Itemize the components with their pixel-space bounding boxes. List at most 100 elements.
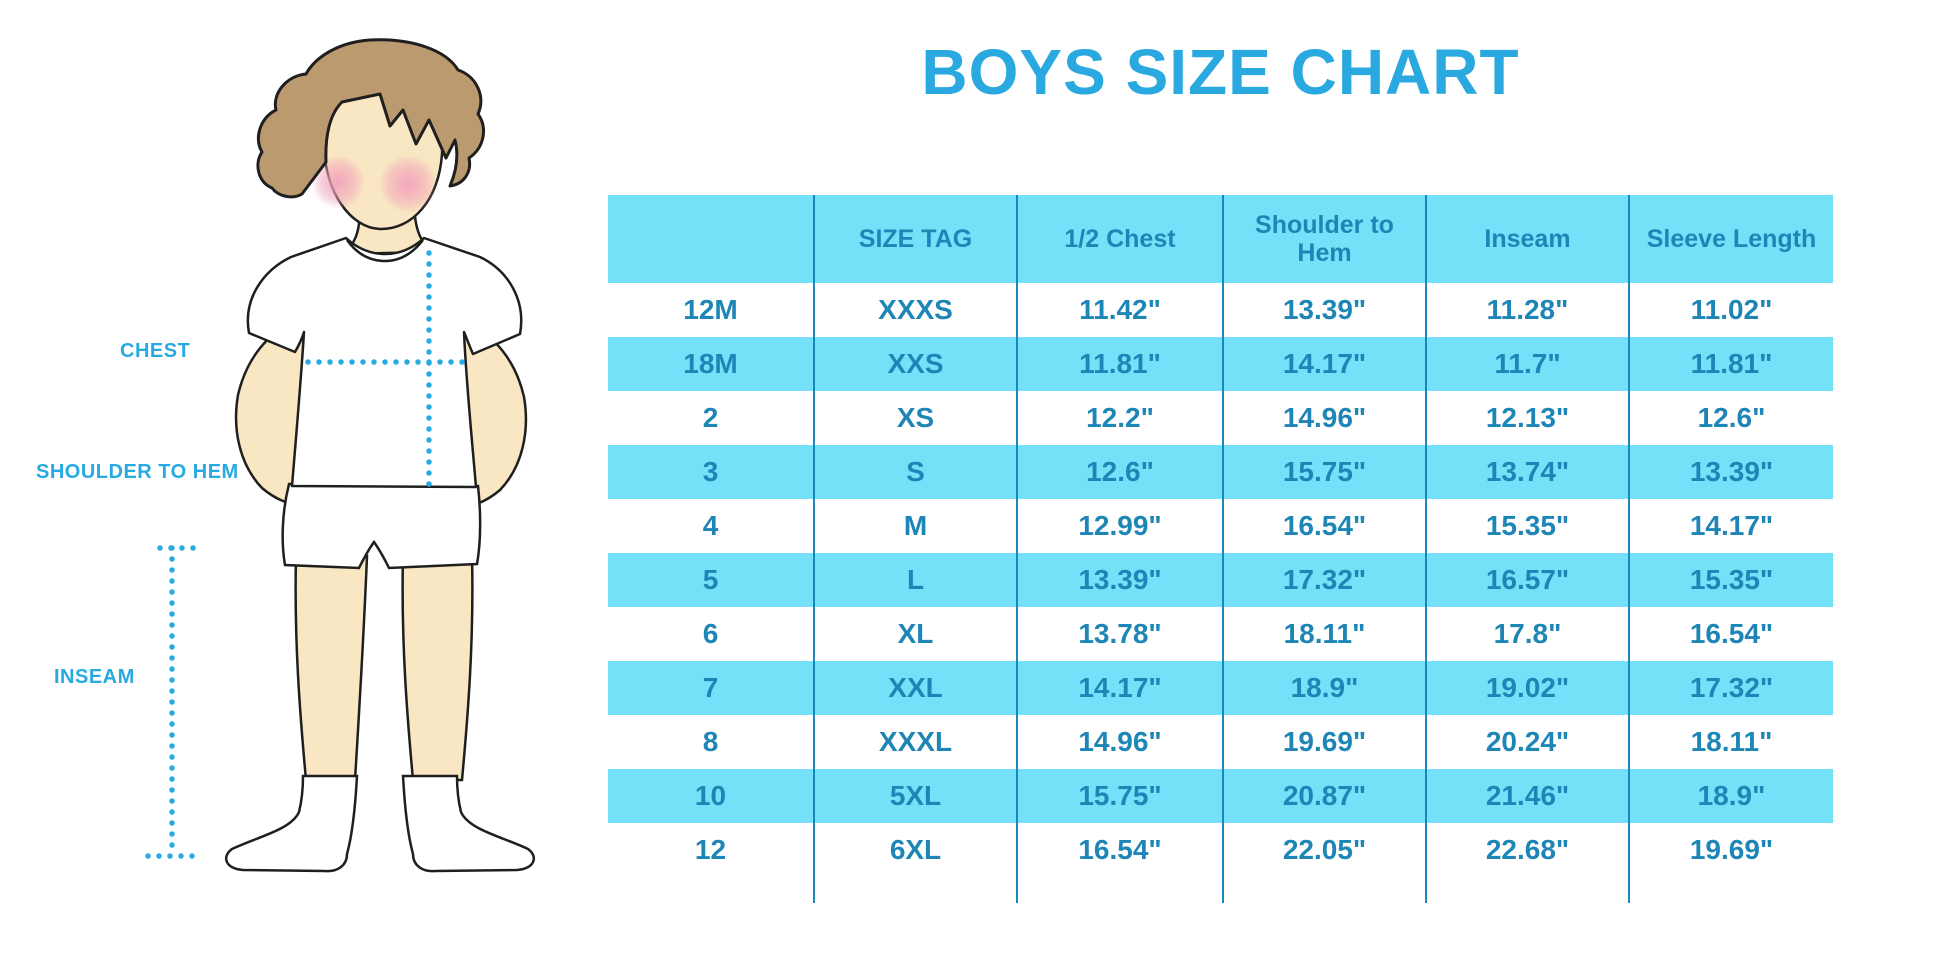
left-leg bbox=[294, 554, 369, 782]
cell-size-tag: L bbox=[813, 553, 1016, 607]
cell-half-chest: 12.6" bbox=[1016, 445, 1222, 499]
cell-sleeve-length: 18.11" bbox=[1628, 715, 1833, 769]
header-cell-size bbox=[608, 195, 813, 283]
cell-half-chest: 15.75" bbox=[1016, 769, 1222, 823]
header-cell-inseam: Inseam bbox=[1425, 195, 1628, 283]
cell-inseam: 16.57" bbox=[1425, 553, 1628, 607]
cell-inseam: 21.46" bbox=[1425, 769, 1628, 823]
cell-size: 8 bbox=[702, 726, 719, 757]
table-row-5: 5 L 13.39" 17.32" 16.57" 15.35" bbox=[608, 553, 1833, 607]
cell-size: 10 bbox=[694, 780, 727, 811]
shorts bbox=[281, 482, 482, 570]
cell-sleeve-length: 13.39" bbox=[1628, 445, 1833, 499]
table-row-12m: 12M XXXS 11.42" 13.39" 11.28" 11.02" bbox=[608, 283, 1833, 337]
column-separator-extension bbox=[608, 877, 1833, 903]
blush-right-cheek bbox=[379, 155, 437, 213]
table-row-10: 10 5XL 15.75" 20.87" 21.46" 18.9" bbox=[608, 769, 1833, 823]
table-header-row: SIZE TAG 1/2 Chest Shoulder to Hem Insea… bbox=[608, 195, 1833, 283]
cell-size: 12 bbox=[694, 834, 727, 865]
cell-sleeve-length: 14.17" bbox=[1628, 499, 1833, 553]
cell-size-tag: XXS bbox=[813, 337, 1016, 391]
cell-shoulder-to-hem: 17.32" bbox=[1222, 553, 1425, 607]
cell-size-tag: S bbox=[813, 445, 1016, 499]
header-cell-sleeve-length: Sleeve Length bbox=[1628, 195, 1833, 283]
cell-inseam: 11.7" bbox=[1425, 337, 1628, 391]
cell-size: 4 bbox=[702, 510, 719, 541]
cell-shoulder-to-hem: 14.17" bbox=[1222, 337, 1425, 391]
cell-size-tag: XXL bbox=[813, 661, 1016, 715]
header-cell-shoulder-to-hem: Shoulder to Hem bbox=[1222, 195, 1425, 283]
header-cell-half-chest: 1/2 Chest bbox=[1016, 195, 1222, 283]
cell-size: 7 bbox=[702, 672, 719, 703]
cell-sleeve-length: 19.69" bbox=[1628, 823, 1833, 877]
cell-half-chest: 12.99" bbox=[1016, 499, 1222, 553]
size-chart-table: SIZE TAG 1/2 Chest Shoulder to Hem Insea… bbox=[608, 195, 1833, 903]
table-row-3: 3 S 12.6" 15.75" 13.74" 13.39" bbox=[608, 445, 1833, 499]
chest-label: CHEST bbox=[120, 340, 191, 362]
cell-size-tag: 6XL bbox=[813, 823, 1016, 877]
cell-shoulder-to-hem: 16.54" bbox=[1222, 499, 1425, 553]
cell-size: 5 bbox=[702, 564, 719, 595]
cell-sleeve-length: 18.9" bbox=[1628, 769, 1833, 823]
cell-size-tag: XS bbox=[813, 391, 1016, 445]
cell-inseam: 12.13" bbox=[1425, 391, 1628, 445]
cell-size-tag: XL bbox=[813, 607, 1016, 661]
cell-shoulder-to-hem: 18.9" bbox=[1222, 661, 1425, 715]
cell-shoulder-to-hem: 14.96" bbox=[1222, 391, 1425, 445]
cell-half-chest: 11.42" bbox=[1016, 283, 1222, 337]
blush-left-cheek bbox=[311, 155, 365, 209]
cell-inseam: 15.35" bbox=[1425, 499, 1628, 553]
left-sock bbox=[224, 774, 359, 873]
cell-half-chest: 14.96" bbox=[1016, 715, 1222, 769]
cell-shoulder-to-hem: 15.75" bbox=[1222, 445, 1425, 499]
cell-size-tag: XXXL bbox=[813, 715, 1016, 769]
header-cell-size-tag: SIZE TAG bbox=[813, 195, 1016, 283]
collar-line bbox=[345, 239, 424, 263]
cell-sleeve-length: 17.32" bbox=[1628, 661, 1833, 715]
cell-inseam: 11.28" bbox=[1425, 283, 1628, 337]
cell-inseam: 17.8" bbox=[1425, 607, 1628, 661]
table-row-18m: 18M XXS 11.81" 14.17" 11.7" 11.81" bbox=[608, 337, 1833, 391]
right-sock bbox=[401, 774, 536, 873]
cell-shoulder-to-hem: 19.69" bbox=[1222, 715, 1425, 769]
cell-size: 6 bbox=[702, 618, 719, 649]
cell-shoulder-to-hem: 13.39" bbox=[1222, 283, 1425, 337]
inseam-label: INSEAM bbox=[54, 666, 135, 688]
cell-size: 3 bbox=[702, 456, 719, 487]
cell-size-tag: 5XL bbox=[813, 769, 1016, 823]
cell-half-chest: 13.78" bbox=[1016, 607, 1222, 661]
page-title: BOYS SIZE CHART bbox=[921, 36, 1520, 108]
hair bbox=[256, 38, 485, 199]
cell-size: 18M bbox=[683, 348, 738, 379]
boy-figure-illustration bbox=[145, 38, 536, 873]
table-row-8: 8 XXXL 14.96" 19.69" 20.24" 18.11" bbox=[608, 715, 1833, 769]
cell-sleeve-length: 15.35" bbox=[1628, 553, 1833, 607]
cell-sleeve-length: 12.6" bbox=[1628, 391, 1833, 445]
cell-size: 2 bbox=[702, 402, 719, 433]
cell-inseam: 22.68" bbox=[1425, 823, 1628, 877]
table-row-12: 12 6XL 16.54" 22.05" 22.68" 19.69" bbox=[608, 823, 1833, 877]
cell-half-chest: 14.17" bbox=[1016, 661, 1222, 715]
table-row-2: 2 XS 12.2" 14.96" 12.13" 12.6" bbox=[608, 391, 1833, 445]
table-row-6: 6 XL 13.78" 18.11" 17.8" 16.54" bbox=[608, 607, 1833, 661]
cell-half-chest: 13.39" bbox=[1016, 553, 1222, 607]
cell-half-chest: 12.2" bbox=[1016, 391, 1222, 445]
right-leg bbox=[401, 554, 474, 782]
cell-half-chest: 16.54" bbox=[1016, 823, 1222, 877]
cell-size-tag: M bbox=[813, 499, 1016, 553]
cell-inseam: 13.74" bbox=[1425, 445, 1628, 499]
cell-sleeve-length: 11.81" bbox=[1628, 337, 1833, 391]
cell-sleeve-length: 11.02" bbox=[1628, 283, 1833, 337]
table-row-7: 7 XXL 14.17" 18.9" 19.02" 17.32" bbox=[608, 661, 1833, 715]
cell-inseam: 19.02" bbox=[1425, 661, 1628, 715]
cell-shoulder-to-hem: 22.05" bbox=[1222, 823, 1425, 877]
cell-half-chest: 11.81" bbox=[1016, 337, 1222, 391]
table-row-4: 4 M 12.99" 16.54" 15.35" 14.17" bbox=[608, 499, 1833, 553]
cell-size: 12M bbox=[683, 294, 738, 325]
cell-shoulder-to-hem: 18.11" bbox=[1222, 607, 1425, 661]
cell-sleeve-length: 16.54" bbox=[1628, 607, 1833, 661]
cell-shoulder-to-hem: 20.87" bbox=[1222, 769, 1425, 823]
shoulder-to-hem-label: SHOULDER TO HEM bbox=[36, 461, 239, 483]
cell-inseam: 20.24" bbox=[1425, 715, 1628, 769]
